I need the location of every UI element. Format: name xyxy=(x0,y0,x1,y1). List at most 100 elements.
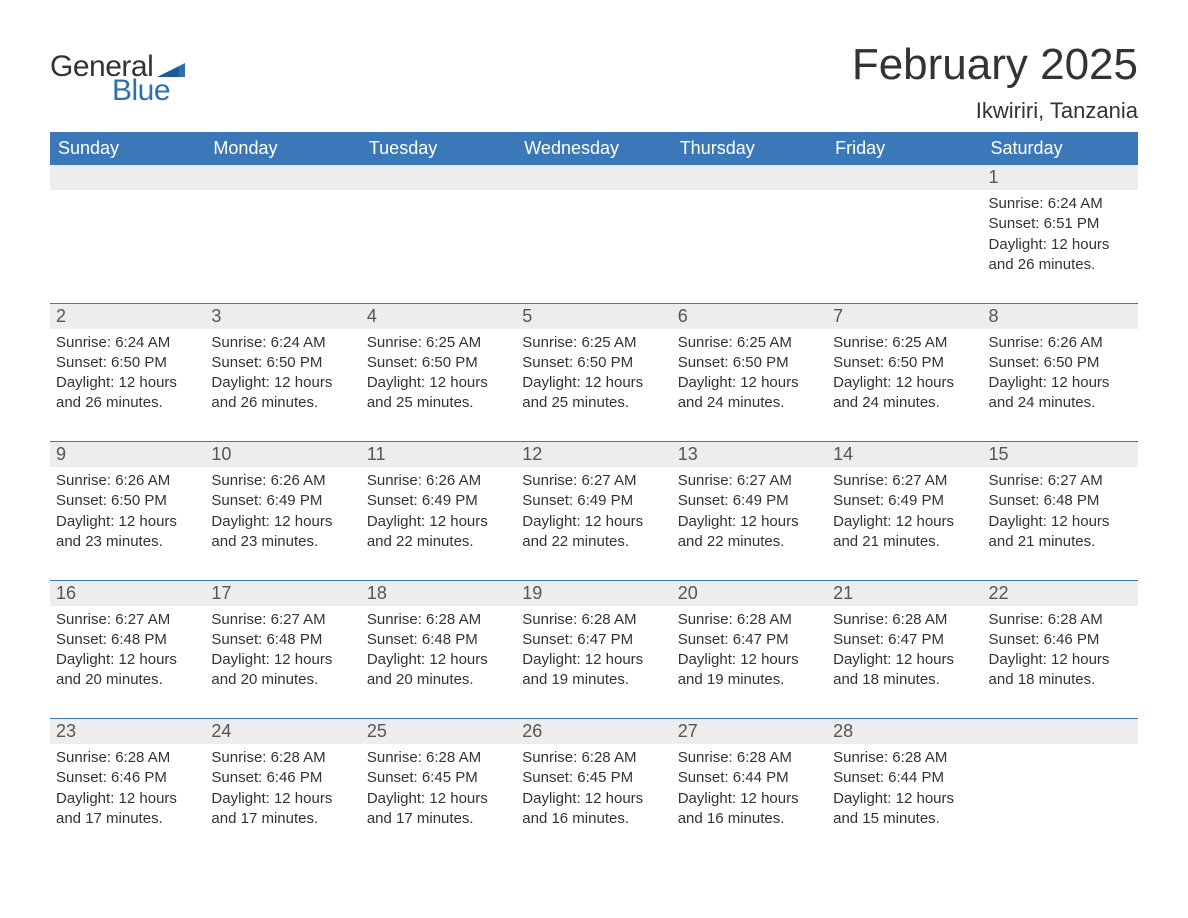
day-cell: 21Sunrise: 6:28 AMSunset: 6:47 PMDayligh… xyxy=(827,581,982,719)
day-number: 20 xyxy=(672,581,827,606)
daylight-text: Daylight: 12 hours and 25 minutes. xyxy=(367,373,510,414)
sunrise-text: Sunrise: 6:28 AM xyxy=(211,748,354,768)
day-cell: 1Sunrise: 6:24 AMSunset: 6:51 PMDaylight… xyxy=(983,165,1138,303)
day-details: Sunrise: 6:28 AMSunset: 6:46 PMDaylight:… xyxy=(205,744,360,839)
day-number xyxy=(361,165,516,190)
sunrise-text: Sunrise: 6:25 AM xyxy=(833,333,976,353)
day-number: 16 xyxy=(50,581,205,606)
day-cell: 20Sunrise: 6:28 AMSunset: 6:47 PMDayligh… xyxy=(672,581,827,719)
week-row: 16Sunrise: 6:27 AMSunset: 6:48 PMDayligh… xyxy=(50,581,1138,719)
sunset-text: Sunset: 6:50 PM xyxy=(367,353,510,373)
day-header: Sunday xyxy=(50,132,205,165)
day-number: 15 xyxy=(983,442,1138,467)
day-number: 11 xyxy=(361,442,516,467)
week-row: 23Sunrise: 6:28 AMSunset: 6:46 PMDayligh… xyxy=(50,719,1138,857)
day-details: Sunrise: 6:28 AMSunset: 6:46 PMDaylight:… xyxy=(50,744,205,839)
week-row: 1Sunrise: 6:24 AMSunset: 6:51 PMDaylight… xyxy=(50,165,1138,303)
logo: General Blue xyxy=(50,50,185,108)
sunrise-text: Sunrise: 6:28 AM xyxy=(367,748,510,768)
day-details: Sunrise: 6:27 AMSunset: 6:49 PMDaylight:… xyxy=(827,467,982,562)
sunrise-text: Sunrise: 6:26 AM xyxy=(211,471,354,491)
page-header: General Blue February 2025 Ikwiriri, Tan… xyxy=(50,40,1138,124)
day-cell: 18Sunrise: 6:28 AMSunset: 6:48 PMDayligh… xyxy=(361,581,516,719)
day-cell: 28Sunrise: 6:28 AMSunset: 6:44 PMDayligh… xyxy=(827,719,982,857)
sunset-text: Sunset: 6:46 PM xyxy=(989,630,1132,650)
sunrise-text: Sunrise: 6:24 AM xyxy=(989,194,1132,214)
daylight-text: Daylight: 12 hours and 17 minutes. xyxy=(211,789,354,830)
location-label: Ikwiriri, Tanzania xyxy=(852,98,1138,124)
day-number xyxy=(672,165,827,190)
day-cell: 19Sunrise: 6:28 AMSunset: 6:47 PMDayligh… xyxy=(516,581,671,719)
day-cell xyxy=(205,165,360,303)
daylight-text: Daylight: 12 hours and 19 minutes. xyxy=(522,650,665,691)
day-cell: 22Sunrise: 6:28 AMSunset: 6:46 PMDayligh… xyxy=(983,581,1138,719)
daylight-text: Daylight: 12 hours and 21 minutes. xyxy=(833,512,976,553)
day-cell xyxy=(361,165,516,303)
day-details: Sunrise: 6:25 AMSunset: 6:50 PMDaylight:… xyxy=(827,329,982,424)
day-details: Sunrise: 6:27 AMSunset: 6:48 PMDaylight:… xyxy=(205,606,360,701)
day-cell: 15 Sunrise: 6:27 AMSunset: 6:48 PMDayligh… xyxy=(983,442,1138,580)
day-cell: 14Sunrise: 6:27 AMSunset: 6:49 PMDayligh… xyxy=(827,442,982,580)
daylight-text: Daylight: 12 hours and 16 minutes. xyxy=(522,789,665,830)
sunrise-text: Sunrise: 6:25 AM xyxy=(522,333,665,353)
day-details xyxy=(983,744,1138,758)
day-cell: 26Sunrise: 6:28 AMSunset: 6:45 PMDayligh… xyxy=(516,719,671,857)
daylight-text: Daylight: 12 hours and 22 minutes. xyxy=(522,512,665,553)
sunset-text: Sunset: 6:48 PM xyxy=(989,491,1132,511)
day-number: 24 xyxy=(205,719,360,744)
sunset-text: Sunset: 6:49 PM xyxy=(522,491,665,511)
sunrise-text: Sunrise: 6:27 AM xyxy=(211,610,354,630)
day-cell: 5Sunrise: 6:25 AMSunset: 6:50 PMDaylight… xyxy=(516,304,671,442)
sunrise-text: Sunrise: 6:28 AM xyxy=(833,610,976,630)
calendar-table: SundayMondayTuesdayWednesdayThursdayFrid… xyxy=(50,132,1138,857)
day-cell xyxy=(983,719,1138,857)
day-number: 5 xyxy=(516,304,671,329)
day-cell: 4Sunrise: 6:25 AMSunset: 6:50 PMDaylight… xyxy=(361,304,516,442)
day-details: Sunrise: 6:24 AMSunset: 6:51 PMDaylight:… xyxy=(983,190,1138,285)
sunset-text: Sunset: 6:44 PM xyxy=(678,768,821,788)
sunrise-text: Sunrise: 6:25 AM xyxy=(367,333,510,353)
title-block: February 2025 Ikwiriri, Tanzania xyxy=(852,40,1138,124)
sunrise-text: Sunrise: 6:28 AM xyxy=(678,610,821,630)
sunrise-text: Sunrise: 6:27 AM xyxy=(833,471,976,491)
day-details: Sunrise: 6:28 AMSunset: 6:46 PMDaylight:… xyxy=(983,606,1138,701)
daylight-text: Daylight: 12 hours and 24 minutes. xyxy=(833,373,976,414)
day-details xyxy=(205,190,360,204)
sunset-text: Sunset: 6:48 PM xyxy=(211,630,354,650)
day-number: 14 xyxy=(827,442,982,467)
daylight-text: Daylight: 12 hours and 23 minutes. xyxy=(211,512,354,553)
day-details: Sunrise: 6:26 AMSunset: 6:49 PMDaylight:… xyxy=(361,467,516,562)
day-number: 27 xyxy=(672,719,827,744)
daylight-text: Daylight: 12 hours and 21 minutes. xyxy=(989,512,1132,553)
day-details: Sunrise: 6:24 AMSunset: 6:50 PMDaylight:… xyxy=(205,329,360,424)
day-number: 19 xyxy=(516,581,671,606)
day-cell xyxy=(50,165,205,303)
daylight-text: Daylight: 12 hours and 26 minutes. xyxy=(211,373,354,414)
sunset-text: Sunset: 6:51 PM xyxy=(989,214,1132,234)
sunset-text: Sunset: 6:46 PM xyxy=(211,768,354,788)
daylight-text: Daylight: 12 hours and 20 minutes. xyxy=(56,650,199,691)
sunrise-text: Sunrise: 6:24 AM xyxy=(56,333,199,353)
calendar-body: 1Sunrise: 6:24 AMSunset: 6:51 PMDaylight… xyxy=(50,165,1138,857)
daylight-text: Daylight: 12 hours and 17 minutes. xyxy=(56,789,199,830)
sunset-text: Sunset: 6:47 PM xyxy=(522,630,665,650)
day-cell: 23Sunrise: 6:28 AMSunset: 6:46 PMDayligh… xyxy=(50,719,205,857)
day-number: 18 xyxy=(361,581,516,606)
day-cell xyxy=(672,165,827,303)
day-cell: 3Sunrise: 6:24 AMSunset: 6:50 PMDaylight… xyxy=(205,304,360,442)
day-cell: 11Sunrise: 6:26 AMSunset: 6:49 PMDayligh… xyxy=(361,442,516,580)
day-cell: 8Sunrise: 6:26 AMSunset: 6:50 PMDaylight… xyxy=(983,304,1138,442)
calendar-head: SundayMondayTuesdayWednesdayThursdayFrid… xyxy=(50,132,1138,165)
sunrise-text: Sunrise: 6:28 AM xyxy=(56,748,199,768)
day-number: 17 xyxy=(205,581,360,606)
day-cell: 17Sunrise: 6:27 AMSunset: 6:48 PMDayligh… xyxy=(205,581,360,719)
daylight-text: Daylight: 12 hours and 24 minutes. xyxy=(989,373,1132,414)
day-details: Sunrise: 6:27 AMSunset: 6:48 PMDaylight:… xyxy=(50,606,205,701)
sunrise-text: Sunrise: 6:27 AM xyxy=(989,471,1132,491)
day-cell: 2Sunrise: 6:24 AMSunset: 6:50 PMDaylight… xyxy=(50,304,205,442)
daylight-text: Daylight: 12 hours and 15 minutes. xyxy=(833,789,976,830)
daylight-text: Daylight: 12 hours and 24 minutes. xyxy=(678,373,821,414)
day-details xyxy=(827,190,982,204)
daylight-text: Daylight: 12 hours and 26 minutes. xyxy=(989,235,1132,276)
day-number: 9 xyxy=(50,442,205,467)
